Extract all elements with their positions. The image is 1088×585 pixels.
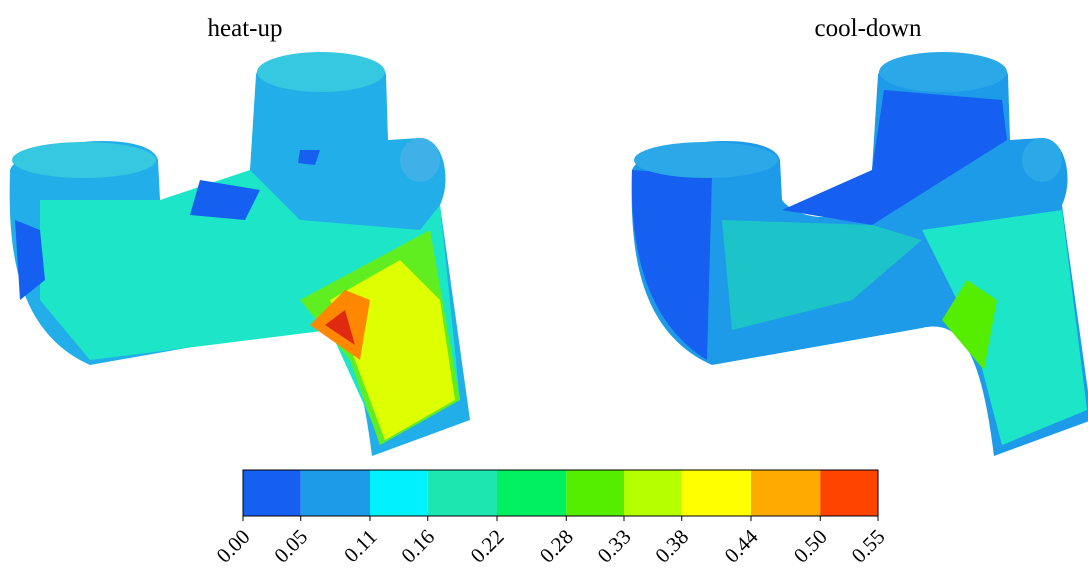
- opening: [400, 138, 440, 182]
- tick-label: 0.33: [593, 525, 636, 568]
- tick-label: 0.38: [650, 525, 693, 568]
- contour-patch: [325, 310, 355, 345]
- tick-label: 0.28: [535, 525, 578, 568]
- colorbar: 0.00 0.05 0.11 0.16 0.22 0.28 0.33 0.38 0.44 0.50…: [212, 469, 890, 568]
- cool-down-render: [631, 52, 1088, 456]
- opening: [634, 142, 778, 178]
- colorbar-bin: [681, 470, 751, 516]
- colorbar-bin: [820, 470, 878, 516]
- heat-up-render: [9, 52, 471, 456]
- tick-label: 0.05: [269, 525, 312, 568]
- tick-label: 0.16: [396, 525, 439, 568]
- colorbar-bin: [427, 470, 497, 516]
- colorbar-bin: [566, 470, 624, 516]
- contour-patch: [922, 210, 1087, 445]
- tick-label: 0.11: [339, 525, 381, 567]
- tick-label: 0.00: [212, 525, 255, 568]
- panel-title: heat-up: [208, 15, 283, 42]
- contour-patch: [631, 170, 712, 360]
- opening: [879, 52, 1007, 92]
- contour-patch: [942, 280, 997, 370]
- contour-patch: [15, 150, 320, 300]
- colorbar-bin: [497, 470, 567, 516]
- colorbar-frame: [242, 469, 879, 517]
- tick-label: 0.22: [466, 525, 509, 568]
- opening: [1022, 138, 1062, 182]
- opening: [257, 52, 385, 92]
- contour-patch: [782, 90, 1007, 225]
- colorbar-bin: [751, 470, 821, 516]
- colorbar-bin: [300, 470, 370, 516]
- panel-title: cool-down: [815, 15, 922, 42]
- colorbar-bin: [243, 470, 301, 516]
- tick-label: 0.55: [847, 525, 890, 568]
- tick-label: 0.44: [720, 524, 763, 567]
- colorbar-bin: [370, 470, 428, 516]
- contour-patch: [722, 220, 922, 330]
- opening: [12, 142, 156, 178]
- colorbar-bin: [624, 470, 682, 516]
- tick-label: 0.50: [789, 525, 832, 568]
